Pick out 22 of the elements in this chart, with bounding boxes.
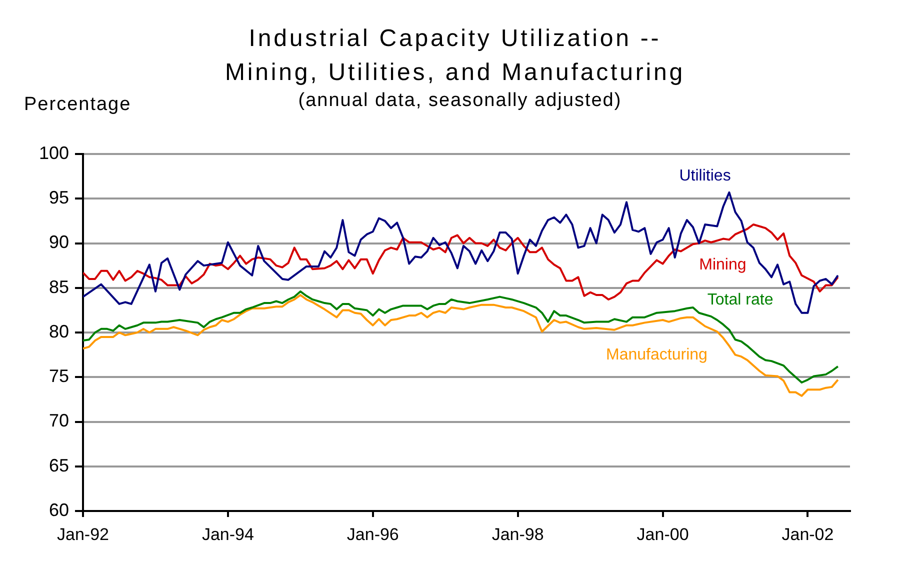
x-tick-label: Jan-98	[492, 524, 544, 544]
y-tick-label: 70	[48, 410, 69, 431]
x-tick-label: Jan-96	[346, 524, 399, 544]
series-label: Total rate	[707, 291, 774, 308]
x-tick-label: Jan-92	[57, 524, 109, 544]
y-tick-label: 85	[48, 276, 69, 297]
series-label: Mining	[699, 256, 746, 274]
y-tick-label: 100	[38, 142, 69, 163]
chart-subtitle: (annual data, seasonally adjusted)	[297, 90, 623, 112]
y-tick-label: 95	[48, 188, 69, 208]
y-tick-label: 90	[48, 232, 69, 252]
series-label: Manufacturing	[606, 346, 708, 364]
x-tick-label: Jan-00	[636, 524, 689, 544]
x-tick-label: Jan-94	[202, 524, 254, 544]
chart-title: Industrial Capacity Utilization -- Mining, Utilities, and Manufacturing	[224, 24, 686, 88]
y-axis-title: Percentage	[24, 94, 132, 116]
y-tick-label: 60	[48, 500, 69, 520]
y-tick-label: 75	[48, 366, 69, 386]
y-tick-label: 65	[48, 455, 69, 476]
x-tick-label: Jan-02	[782, 524, 834, 544]
series-label: Utilities	[679, 168, 731, 185]
y-tick-label: 80	[48, 321, 69, 342]
